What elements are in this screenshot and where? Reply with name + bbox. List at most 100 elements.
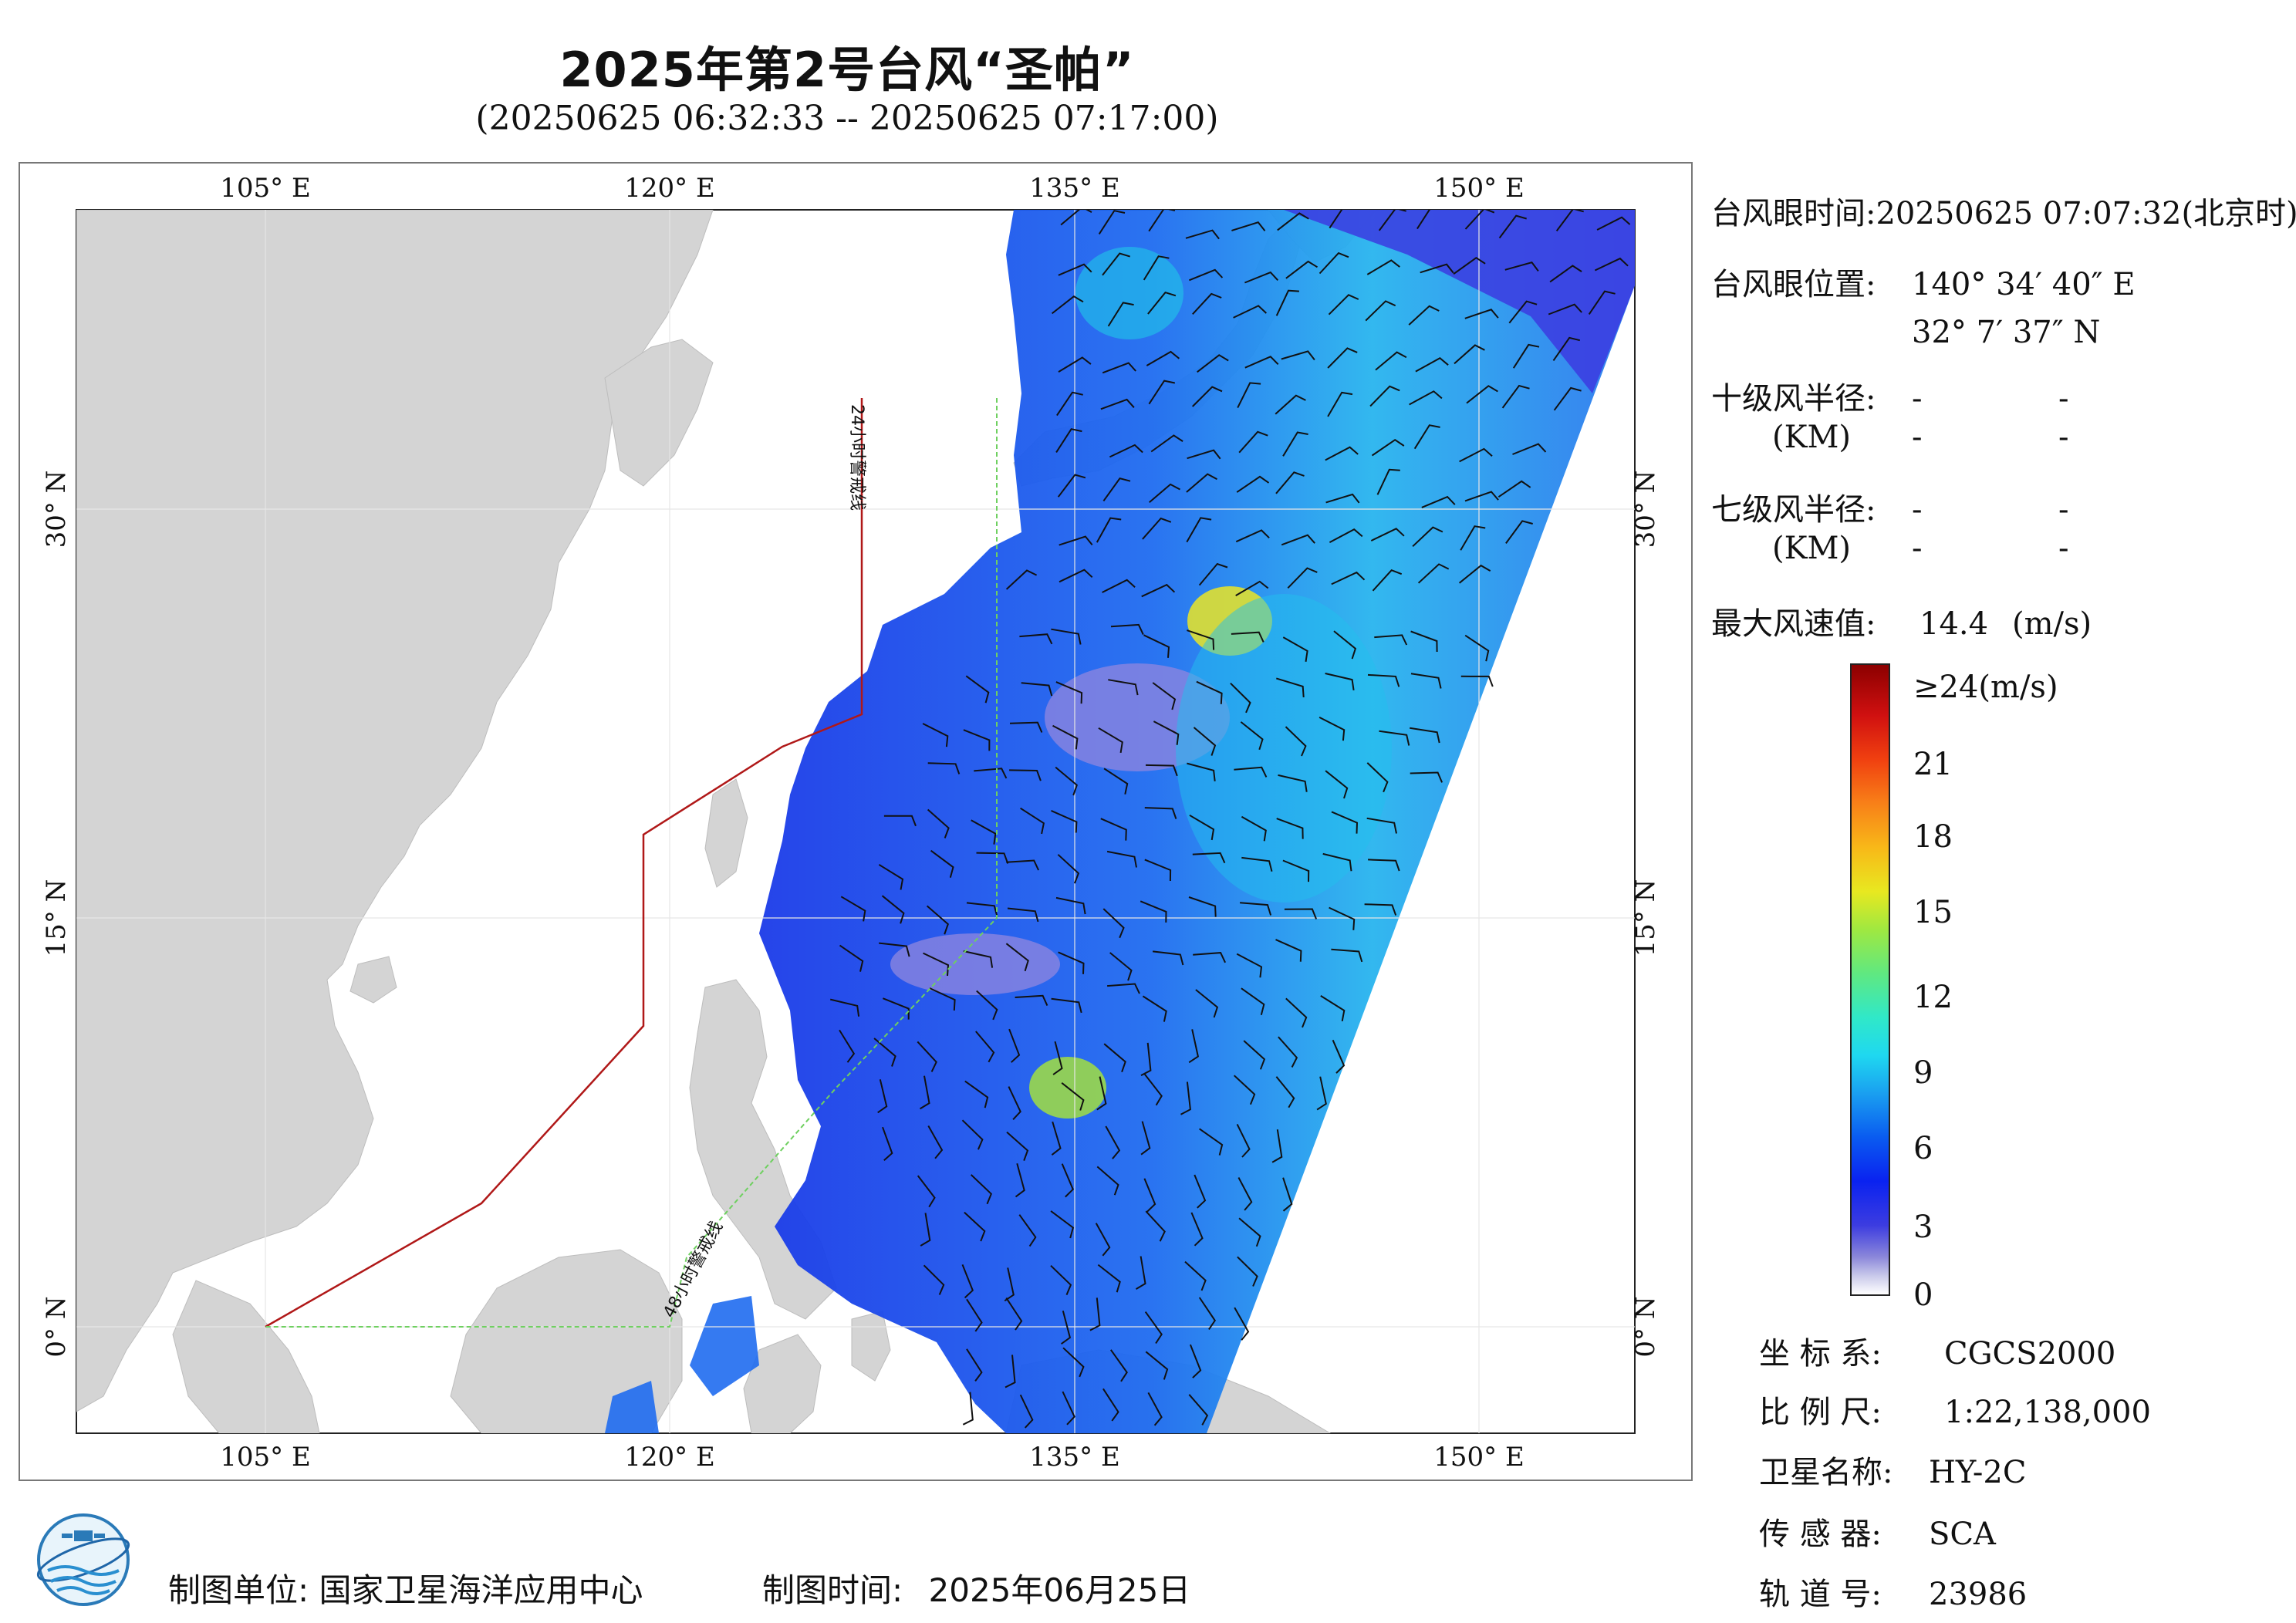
- wind-barb: [1058, 263, 1092, 276]
- wind-barb: [1007, 907, 1039, 923]
- wind-barb: [1098, 727, 1123, 754]
- colorbar-tick: 12: [1913, 980, 1953, 1015]
- wind-barb: [974, 768, 1008, 779]
- wind-barb: [1588, 290, 1616, 315]
- footer-org-value: 国家卫星海洋应用中心: [319, 1571, 643, 1609]
- wind-barb: [1276, 818, 1304, 839]
- eye-longitude: 140° 34′ 40″ E: [1912, 267, 2136, 302]
- wind-barb: [1284, 908, 1318, 919]
- wind-barb: [1322, 852, 1352, 872]
- wind-barb: [839, 944, 864, 972]
- wind-barb: [1275, 1076, 1295, 1108]
- wind-barb: [881, 895, 905, 924]
- wind-barb: [1466, 385, 1498, 404]
- wind-barb: [1371, 438, 1405, 457]
- wind-barb: [1282, 431, 1308, 457]
- wind-barb: [1051, 809, 1078, 833]
- wind-barb: [1235, 529, 1270, 543]
- wind-barb: [1187, 629, 1215, 650]
- eye-time-label: 台风眼时间:: [1711, 196, 1876, 231]
- wind-barb: [1453, 256, 1486, 275]
- wind-barb: [964, 1211, 986, 1242]
- wind-barb: [1278, 774, 1308, 792]
- wind-barb: [1194, 1174, 1207, 1209]
- r7-km-b: -: [2058, 531, 2069, 566]
- wind-barb: [1149, 483, 1180, 503]
- wind-barb: [1051, 997, 1082, 1014]
- wind-barb: [1103, 768, 1129, 795]
- lat-label-right: 30° N: [1630, 471, 1661, 548]
- wind-barb: [1015, 1163, 1025, 1198]
- wind-barb: [1143, 634, 1170, 658]
- wind-barb: [1061, 1310, 1072, 1345]
- wind-barb: [1145, 1210, 1166, 1242]
- wind-barb: [1150, 434, 1183, 453]
- wind-barb: [1188, 896, 1217, 917]
- wind-barb: [1236, 1123, 1251, 1158]
- wind-barb: [1109, 952, 1133, 981]
- wind-barb: [1238, 430, 1268, 454]
- wind-barb: [1372, 569, 1403, 592]
- r10-km-label: (KM): [1771, 420, 1852, 455]
- wind-barb: [1505, 520, 1533, 544]
- wind-barb: [1548, 303, 1582, 315]
- wind-barb: [1374, 634, 1408, 646]
- colorbar-tick: 15: [1913, 895, 1953, 930]
- wind-barb: [1057, 474, 1086, 498]
- wind-barb: [1454, 344, 1485, 365]
- colorbar-tick: 9: [1913, 1055, 1933, 1091]
- wind-barb: [976, 852, 1009, 864]
- time-range-subtitle: (20250625 06:32:33 -- 20250625 07:17:00): [475, 99, 1219, 138]
- lon-label-top: 150° E: [1433, 173, 1524, 204]
- typhoon-wind-map[interactable]: 24小时警戒线 48小时警戒线 105° E 120° E 135° E 150…: [19, 162, 1693, 1481]
- wind-barb: [1319, 251, 1349, 275]
- wind-barb: [1144, 1311, 1163, 1345]
- wind-barb: [1460, 675, 1494, 687]
- wind-barb: [965, 675, 990, 704]
- wind-barb: [1327, 391, 1353, 417]
- wind-barb: [1243, 1040, 1266, 1070]
- wind-barb: [966, 902, 998, 917]
- lon-label-bottom: 120° E: [624, 1442, 715, 1473]
- wind-barb: [1192, 292, 1222, 315]
- wind-barb: [1275, 394, 1306, 415]
- lat-label-left: 30° N: [41, 471, 72, 548]
- wind-barb: [1417, 563, 1450, 584]
- scale-label: 比 例 尺:: [1759, 1395, 1882, 1430]
- wind-barb: [1021, 682, 1053, 697]
- wind-barb: [1512, 443, 1547, 455]
- wind-barb: [1142, 517, 1172, 540]
- wind-barb: [1057, 854, 1080, 884]
- wind-barb: [1055, 896, 1086, 915]
- wind-barb: [1058, 356, 1092, 373]
- satellite-label: 卫星名称:: [1759, 1455, 1893, 1490]
- wind-barb: [1325, 446, 1359, 461]
- wind-barb: [1061, 1082, 1085, 1111]
- wind-barb: [1060, 210, 1092, 226]
- scale-row: 比 例 尺: 1:22,138,000: [1759, 1387, 2151, 1432]
- wind-barb: [1105, 1125, 1121, 1159]
- wind-barb: [1051, 295, 1084, 315]
- wind-barb: [1187, 449, 1221, 460]
- orbit-row: 轨 道 号: 23986: [1759, 1569, 2027, 1614]
- wind-barb: [1102, 1388, 1119, 1422]
- wind-barb: [1199, 1128, 1224, 1156]
- wind-barb: [1237, 1177, 1253, 1211]
- wind-barb: [1459, 447, 1493, 463]
- wind-barb: [883, 815, 917, 827]
- lat-label-right: 15° N: [1630, 879, 1661, 957]
- wind-barb: [1184, 1260, 1207, 1291]
- wind-barb: [1549, 265, 1582, 283]
- warning-line-24h: [265, 398, 863, 1328]
- wind-barb: [1285, 726, 1307, 757]
- wind-barb: [1368, 859, 1400, 872]
- wind-barb: [1379, 730, 1410, 746]
- wind-barb: [1331, 571, 1366, 585]
- wind-barb: [1019, 633, 1053, 645]
- wind-barb: [1596, 216, 1631, 231]
- wind-barb: [1420, 263, 1454, 274]
- wind-barb: [1508, 300, 1538, 324]
- eye-latitude-row: 32° 7′ 37″ N: [1912, 315, 2100, 350]
- wind-barb: [1152, 950, 1184, 966]
- wind-barb: [927, 808, 950, 838]
